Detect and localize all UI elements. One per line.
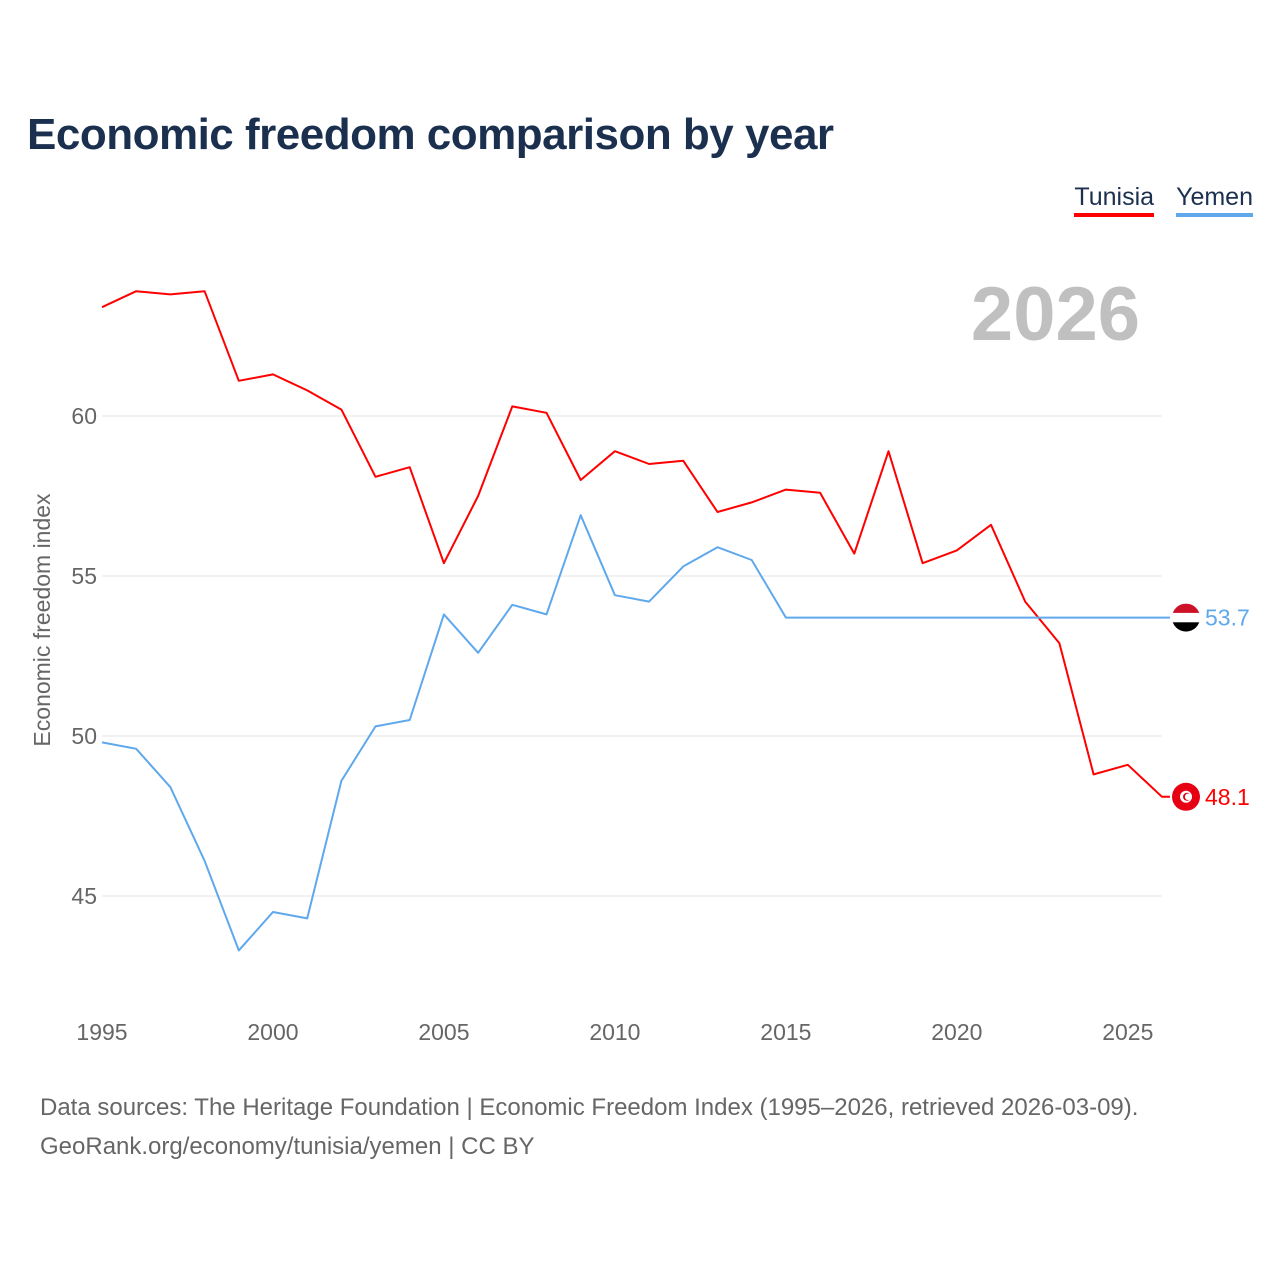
year-watermark: 2026	[971, 272, 1140, 357]
x-tick-label: 2010	[589, 1019, 640, 1045]
x-tick-label: 2005	[418, 1019, 469, 1045]
yemen-flag-icon	[1172, 612, 1200, 623]
end-label-yemen: 53.7	[1205, 605, 1250, 631]
yemen-flag-icon	[1172, 603, 1200, 613]
source-line-2[interactable]: GeoRank.org/economy/tunisia/yemen | CC B…	[40, 1133, 535, 1160]
series-line-tunisia	[101, 290, 1170, 798]
y-tick-label: 45	[71, 883, 97, 909]
source-line-1: Data sources: The Heritage Foundation | …	[40, 1094, 1139, 1121]
chart-title: Economic freedom comparison by year	[27, 110, 834, 159]
y-axis-label: Economic freedom index	[29, 493, 55, 747]
x-tick-label: 1995	[76, 1019, 127, 1045]
y-tick-label: 60	[71, 403, 97, 429]
legend: Tunisia Yemen	[1074, 183, 1253, 217]
x-tick-label: 2000	[247, 1019, 298, 1045]
end-label-tunisia: 48.1	[1205, 784, 1250, 810]
legend-yemen[interactable]: Yemen	[1176, 183, 1253, 217]
legend-tunisia[interactable]: Tunisia	[1074, 183, 1155, 217]
x-tick-label: 2025	[1102, 1019, 1153, 1045]
y-tick-label: 50	[71, 723, 97, 749]
x-tick-label: 2020	[931, 1019, 982, 1045]
series-line-yemen	[101, 514, 1170, 952]
source-note: Data sources: The Heritage Foundation | …	[40, 1088, 1138, 1166]
x-tick-label: 2015	[760, 1019, 811, 1045]
tunisia-flag-icon	[1184, 793, 1192, 801]
yemen-flag-icon	[1172, 622, 1200, 632]
y-tick-label: 55	[71, 563, 97, 589]
